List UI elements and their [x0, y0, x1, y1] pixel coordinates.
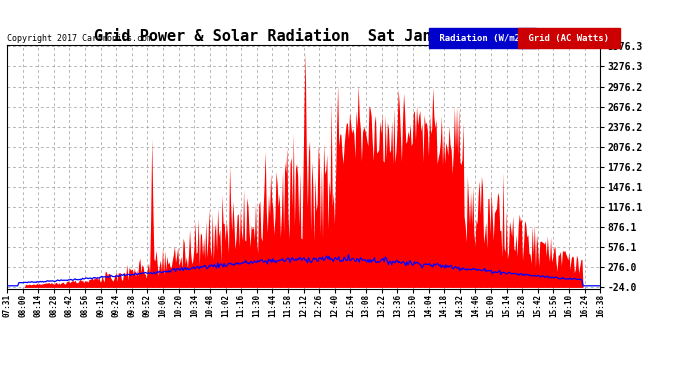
Text: Grid (AC Watts): Grid (AC Watts) [523, 34, 615, 43]
Text: Copyright 2017 Cartronics.com: Copyright 2017 Cartronics.com [7, 34, 152, 43]
Title: Grid Power & Solar Radiation  Sat Jan 21 16:51: Grid Power & Solar Radiation Sat Jan 21 … [94, 29, 513, 44]
Text: Radiation (W/m2): Radiation (W/m2) [434, 34, 531, 43]
